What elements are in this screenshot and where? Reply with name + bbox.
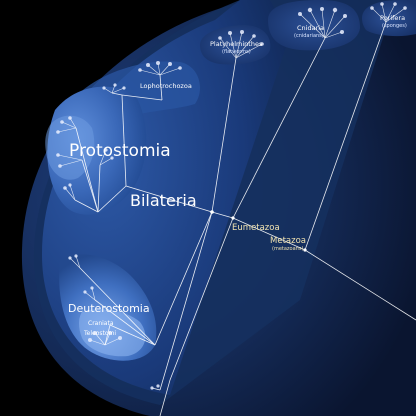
lophotrochozoa-leaves [103,62,181,94]
clade-label-craniata[interactable]: Craniata [88,320,114,327]
clade-label-bilateria[interactable]: Bilateria [130,191,197,210]
clade-label-lophotrochozoa[interactable]: Lophotrochozoa [140,82,192,90]
clade-label-eumetazoa[interactable]: Eumetazoa [232,223,280,233]
clade-label-cnidaria[interactable]: Cnidaria [297,24,324,32]
clade-common-metazoa: (metazoans) [272,246,303,252]
clade-common-cnidaria: (cnidarians) [294,33,324,39]
craniata-region [79,309,146,357]
eumetazoa-node[interactable] [231,216,235,220]
bilateria-node[interactable] [210,210,214,214]
clade-label-metazoa[interactable]: Metazoa [270,236,306,246]
clade-common-platyhelminthes: (flatworms) [222,49,251,55]
clade-label-deuterostomia[interactable]: Deuterostomia [68,302,150,315]
cnidaria-leaves [299,8,346,39]
platyhelminthes-leaves [219,31,263,59]
leaf-fans [57,3,406,346]
clade-label-platyhelminthes[interactable]: Platyhelminthes [210,40,263,48]
porifera-leaves [371,3,406,23]
clade-common-porifera: (sponges) [382,23,407,29]
clade-label-protostomia[interactable]: Protostomia [69,141,171,161]
metazoa-node[interactable] [303,248,307,252]
tree-branches [74,21,416,416]
cnidaria-region [268,0,360,51]
protostomia-leaves [57,117,113,201]
clade-label-porifera[interactable]: Porifera [380,14,405,22]
deuterostomia-leaves [69,255,121,346]
nodes [210,210,307,252]
clade-label-teleostomi[interactable]: Teleostomi [83,330,116,337]
porifera-region [362,0,416,37]
organism-silhouettes [56,2,407,390]
